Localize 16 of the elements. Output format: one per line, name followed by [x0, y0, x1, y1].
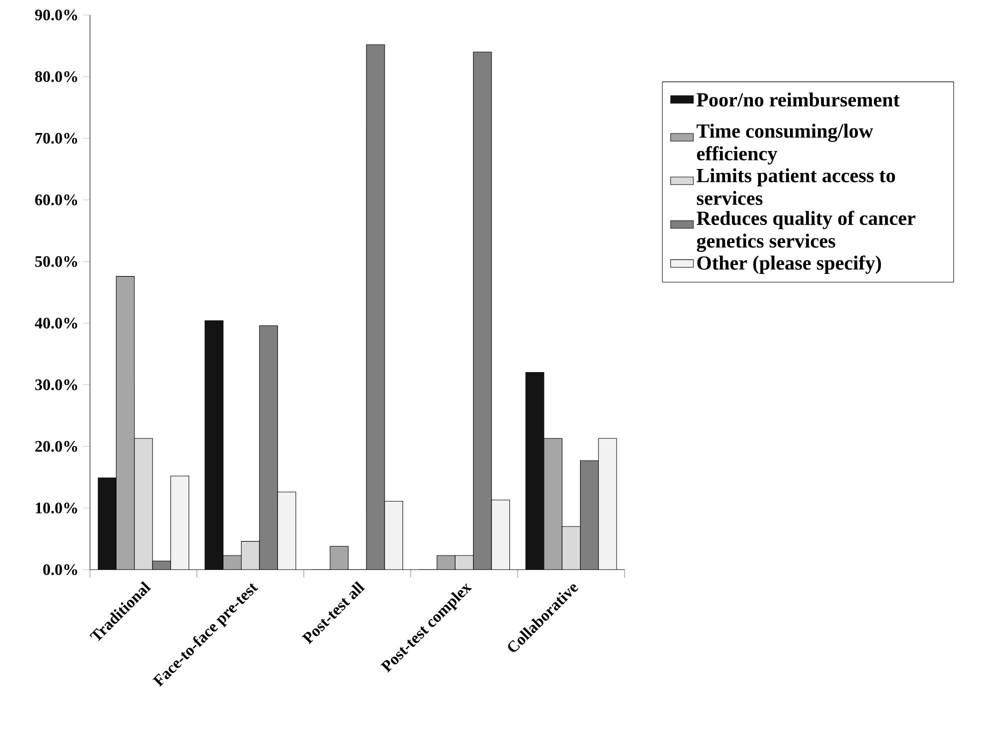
legend-label: Reduces quality of cancer genetics services — [696, 210, 916, 252]
y-tick-label: 70.0% — [36, 132, 78, 144]
y-tick-label: 80.0% — [35, 71, 78, 82]
legend-label: Time consuming/low efficiency — [696, 124, 874, 165]
y-tick-label: 50.0% — [35, 256, 78, 267]
y-tick-label: 0.0% — [43, 564, 78, 576]
bar — [330, 546, 349, 570]
y-tick-label: 20.0% — [35, 440, 78, 452]
y-tick-label: 40.0% — [34, 318, 78, 329]
legend-label: Other (please specify) — [697, 255, 881, 274]
legend-label: Limits patient access to services — [696, 168, 895, 205]
y-tick-label: 10.0% — [36, 502, 78, 514]
y-tick-label: 30.0% — [35, 379, 78, 390]
y-tick-label: 90.0% — [35, 10, 78, 20]
y-tick-label: 60.0% — [35, 194, 78, 206]
legend-label: Poor/no reimbursement — [696, 92, 900, 107]
